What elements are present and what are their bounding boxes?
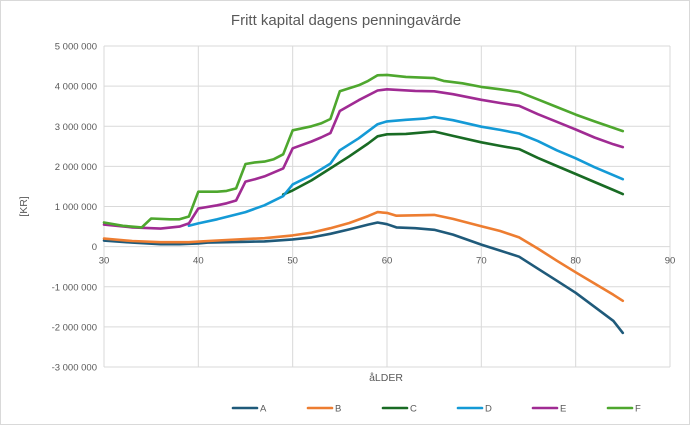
x-axis-title: åLDER [369, 372, 403, 384]
y-tick-label: 5 000 000 [55, 42, 97, 53]
x-tick-label: 30 [99, 256, 110, 267]
y-tick-label: 1 000 000 [55, 202, 97, 213]
x-tick-label: 40 [193, 256, 204, 267]
x-tick-label: 90 [665, 256, 676, 267]
legend-label-e: E [560, 404, 566, 415]
y-axis-tick-labels: -3 000 000 -2 000 000 -1 000 000 0 1 000 000… [52, 42, 97, 374]
x-axis-tick-labels: 30 40 50 60 70 80 90 [99, 256, 676, 267]
chart-title: Fritt kapital dagens penningavärde [231, 12, 461, 29]
x-tick-label: 80 [570, 256, 581, 267]
series-lines [102, 73, 625, 335]
legend-label-d: D [485, 404, 492, 415]
series-line-a [102, 221, 625, 335]
legend-label-c: C [410, 404, 417, 415]
legend: A B C D E F [231, 404, 641, 415]
x-tick-label: 60 [382, 256, 393, 267]
y-tick-label: 3 000 000 [55, 122, 97, 133]
legend-label-a: A [260, 404, 267, 415]
y-tick-label: 2 000 000 [55, 162, 97, 173]
series-line-e [102, 88, 625, 230]
x-tick-label: 50 [287, 256, 298, 267]
y-tick-label: -3 000 000 [52, 363, 97, 374]
series-line-d [187, 115, 625, 228]
x-tick-label: 70 [476, 256, 487, 267]
series-line-b [102, 210, 625, 303]
y-tick-label: 0 [92, 242, 97, 253]
y-tick-label: -2 000 000 [52, 322, 97, 333]
legend-label-f: F [635, 404, 641, 415]
y-tick-label: 4 000 000 [55, 82, 97, 93]
y-tick-label: -1 000 000 [52, 282, 97, 293]
gridlines [103, 45, 671, 368]
legend-label-b: B [335, 404, 341, 415]
series-line-c [281, 130, 625, 196]
y-axis-title: [KR] [18, 196, 30, 217]
series-line-f [102, 73, 625, 229]
